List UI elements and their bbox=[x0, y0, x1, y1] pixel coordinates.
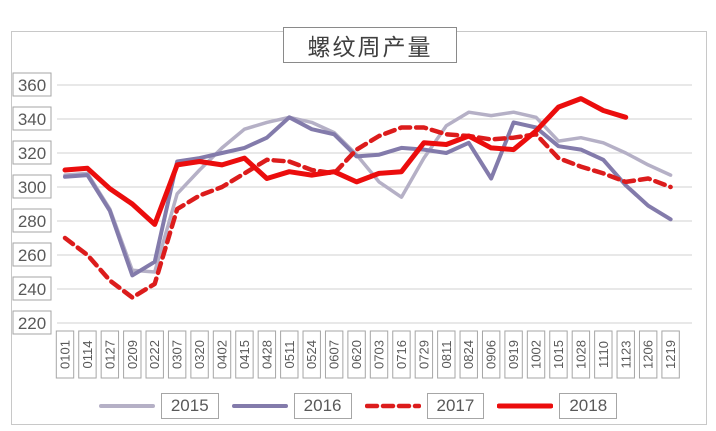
y-tick-label: 360 bbox=[18, 76, 46, 95]
y-tick-label: 300 bbox=[18, 178, 46, 197]
x-tick-box bbox=[123, 330, 142, 379]
x-tick-box bbox=[459, 330, 478, 379]
x-tick-box bbox=[78, 330, 97, 379]
x-tick-label: 0906 bbox=[484, 340, 499, 369]
legend-marker-2017 bbox=[364, 403, 421, 409]
x-tick-label: 0320 bbox=[192, 340, 207, 369]
x-tick-label: 1206 bbox=[641, 340, 656, 369]
x-tick-box bbox=[369, 330, 389, 379]
legend-label-2015: 2015 bbox=[160, 393, 219, 419]
y-tick-box bbox=[12, 242, 52, 267]
x-tick-label: 0428 bbox=[259, 340, 274, 369]
y-tick-box bbox=[12, 72, 52, 97]
legend-marker-2016 bbox=[231, 404, 288, 408]
x-tick-label: 1028 bbox=[573, 340, 588, 369]
x-tick-label: 0524 bbox=[304, 340, 319, 369]
x-tick-label: 0209 bbox=[125, 340, 140, 369]
x-tick-box bbox=[392, 330, 411, 379]
series-line-2015 bbox=[63, 110, 673, 274]
y-tick-label: 220 bbox=[18, 314, 46, 333]
x-tick-label: 0114 bbox=[80, 341, 95, 369]
x-tick-box bbox=[302, 330, 321, 379]
x-tick-box bbox=[594, 330, 613, 379]
x-tick-label: 1015 bbox=[551, 340, 566, 369]
x-tick-box bbox=[526, 330, 546, 379]
series-line-2016 bbox=[63, 115, 673, 278]
x-tick-label: 0402 bbox=[215, 340, 230, 369]
legend: 2015 2016 2017 2018 bbox=[0, 391, 716, 421]
legend-item-2015: 2015 bbox=[98, 393, 219, 419]
y-tick-box bbox=[12, 174, 52, 199]
x-tick-box bbox=[212, 330, 232, 379]
x-tick-label: 0729 bbox=[416, 340, 431, 369]
chart-title: 螺纹周产量 bbox=[307, 35, 433, 60]
legend-label-2017: 2017 bbox=[426, 393, 485, 419]
x-tick-box bbox=[324, 330, 344, 379]
x-tick-box bbox=[280, 330, 299, 379]
x-tick-box bbox=[414, 330, 434, 379]
y-tick-label: 260 bbox=[18, 246, 46, 265]
x-tick-box bbox=[100, 330, 120, 379]
x-tick-label: 0415 bbox=[237, 340, 252, 369]
x-tick-label: 0127 bbox=[102, 340, 117, 369]
x-tick-label: 1123 bbox=[618, 341, 633, 369]
y-tick-box bbox=[12, 276, 52, 301]
y-tick-box bbox=[12, 140, 52, 165]
x-tick-label: 0811 bbox=[439, 341, 454, 369]
legend-label-2016: 2016 bbox=[293, 393, 352, 419]
y-tick-label: 240 bbox=[18, 280, 46, 299]
legend-marker-2018 bbox=[497, 403, 554, 409]
x-tick-label: 1110 bbox=[596, 341, 611, 368]
legend-item-2016: 2016 bbox=[231, 393, 352, 419]
x-tick-box bbox=[235, 330, 254, 379]
x-tick-box bbox=[55, 330, 75, 379]
x-tick-label: 1219 bbox=[663, 340, 678, 369]
legend-item-2018: 2018 bbox=[497, 393, 618, 419]
x-tick-label: 0716 bbox=[394, 340, 409, 369]
x-tick-box bbox=[571, 330, 591, 379]
x-tick-box bbox=[481, 330, 501, 379]
x-tick-box bbox=[167, 330, 187, 379]
x-tick-label: 0101 bbox=[58, 340, 73, 369]
x-tick-box bbox=[347, 330, 366, 379]
x-tick-label: 0607 bbox=[327, 340, 342, 369]
x-tick-label: 0620 bbox=[349, 340, 364, 369]
legend-item-2017: 2017 bbox=[364, 393, 485, 419]
y-tick-box bbox=[12, 310, 52, 335]
series-line-2018 bbox=[62, 96, 629, 227]
x-tick-box bbox=[437, 330, 456, 379]
x-tick-label: 0703 bbox=[372, 340, 387, 369]
x-tick-box bbox=[257, 330, 277, 379]
y-tick-label: 280 bbox=[18, 212, 46, 231]
x-tick-label: 1002 bbox=[529, 340, 544, 369]
y-tick-label: 320 bbox=[18, 144, 46, 163]
legend-label-2018: 2018 bbox=[559, 393, 618, 419]
x-tick-label: 0222 bbox=[147, 340, 162, 369]
x-tick-box bbox=[661, 330, 680, 379]
y-tick-label: 340 bbox=[18, 110, 46, 129]
series-line-2017 bbox=[62, 125, 673, 300]
x-tick-label: 0511 bbox=[282, 341, 297, 369]
x-tick-box bbox=[638, 330, 658, 379]
x-tick-label: 0307 bbox=[170, 340, 185, 369]
x-tick-box bbox=[145, 330, 164, 379]
x-tick-box bbox=[190, 330, 209, 379]
y-tick-box bbox=[12, 208, 52, 233]
x-tick-label: 0824 bbox=[461, 340, 476, 369]
chart-title-box: 螺纹周产量 bbox=[283, 27, 457, 63]
x-tick-box bbox=[616, 330, 635, 379]
x-tick-box bbox=[549, 330, 568, 379]
y-tick-box bbox=[12, 106, 52, 131]
x-tick-box bbox=[504, 330, 523, 379]
x-tick-label: 0919 bbox=[506, 340, 521, 369]
legend-marker-2015 bbox=[98, 404, 155, 408]
